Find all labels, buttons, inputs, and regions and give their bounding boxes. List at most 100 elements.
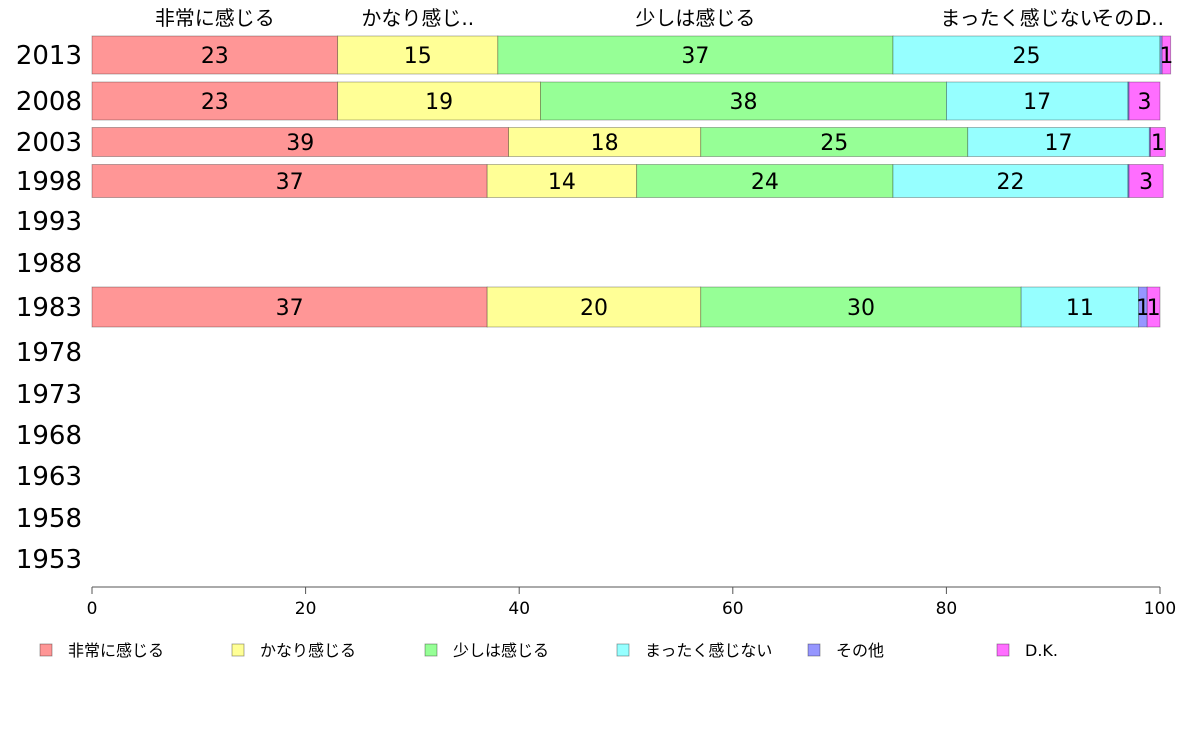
bar-segment — [1020, 286, 1140, 328]
legend-swatch — [39, 643, 53, 657]
y-tick-label: 1963 — [16, 462, 82, 492]
legend-item: 非常に感じる — [39, 641, 164, 660]
bar-segment — [508, 127, 702, 157]
data-label: 15 — [404, 44, 432, 69]
x-tick-label: 20 — [295, 599, 317, 619]
data-label: 25 — [1013, 44, 1041, 69]
top-category-label: 少しは感じる — [635, 6, 755, 30]
x-tick-label: 80 — [936, 599, 958, 619]
bar-segment — [946, 81, 1129, 121]
bar-segment — [91, 35, 339, 75]
data-label: 3 — [1138, 90, 1152, 115]
bar-segment — [700, 127, 969, 157]
data-label: 38 — [729, 90, 757, 115]
bar-segment — [497, 35, 894, 75]
bar-row: 23 19 38 17 3 — [91, 81, 1161, 121]
data-label: 11 — [1066, 296, 1094, 321]
y-tick-label: 1988 — [16, 249, 82, 279]
y-tick-label: 1953 — [16, 545, 82, 575]
legend-label: かなり感じる — [260, 641, 356, 660]
data-label: 37 — [681, 44, 709, 69]
top-category-label: まったく感じない — [940, 6, 1099, 30]
legend-item: D.K. — [996, 641, 1058, 660]
legend-swatch — [996, 643, 1010, 657]
data-label: 25 — [820, 131, 848, 156]
y-tick-label: 1978 — [16, 338, 82, 368]
bar-segment — [967, 127, 1150, 157]
legend-label: D.K. — [1025, 641, 1058, 660]
legend-label: その他 — [836, 641, 884, 660]
data-label: 18 — [591, 131, 619, 156]
bar-segment — [337, 81, 541, 121]
bar-segment — [892, 35, 1161, 75]
x-tick-label: 40 — [508, 599, 530, 619]
bar-segment — [1128, 164, 1164, 198]
bar-segment — [91, 286, 488, 328]
data-label: 39 — [286, 131, 314, 156]
data-label: 37 — [276, 296, 304, 321]
data-label: 23 — [201, 44, 229, 69]
y-tick-label: 1983 — [16, 293, 82, 323]
legend-label: 非常に感じる — [68, 641, 164, 660]
bar-segment — [636, 164, 894, 198]
bar-segment — [91, 81, 339, 121]
bar-segment — [540, 81, 947, 121]
bar-segment — [1146, 286, 1161, 328]
legend-item: その他 — [807, 641, 884, 660]
legend-swatch — [231, 643, 245, 657]
bar-segment — [1161, 35, 1172, 75]
top-category-label: 非常に感じる — [155, 6, 275, 30]
bar-segment — [337, 35, 499, 75]
bar-row: 37 20 30 11 11 — [91, 286, 1161, 328]
data-label: 22 — [996, 170, 1024, 195]
x-tick-label: 100 — [1144, 599, 1176, 619]
data-label: 1 — [1159, 44, 1173, 69]
y-tick-label: 1993 — [16, 207, 82, 237]
legend-label: まったく感じない — [645, 641, 772, 660]
bars: 23 15 37 25 1 23 19 38 17 3 39 18 25 17 1 37 14 24 22 3 37 20… — [91, 35, 1173, 328]
data-label: 19 — [425, 90, 453, 115]
legend-item: かなり感じる — [231, 641, 356, 660]
legend-swatch — [616, 643, 630, 657]
data-label: 37 — [276, 170, 304, 195]
legend-swatch — [807, 643, 821, 657]
top-category-label: D.. — [1136, 6, 1164, 30]
x-tick-label: 60 — [722, 599, 744, 619]
data-label: 3 — [1139, 170, 1153, 195]
data-label: 20 — [580, 296, 608, 321]
legend-item: まったく感じない — [616, 641, 772, 660]
data-label: 23 — [201, 90, 229, 115]
data-label: 24 — [751, 170, 779, 195]
bar-segment — [892, 164, 1129, 198]
y-tick-label: 2003 — [16, 128, 82, 158]
y-tick-label: 1998 — [16, 167, 82, 197]
y-tick-label: 2013 — [16, 41, 82, 71]
legend: 非常に感じる かなり感じる 少しは感じる まったく感じない その他 D.K. — [39, 641, 1058, 660]
legend-label: 少しは感じる — [453, 641, 549, 660]
y-tick-label: 2008 — [16, 87, 82, 117]
data-label: 17 — [1045, 131, 1073, 156]
data-label: 1 — [1151, 131, 1165, 156]
bar-row: 39 18 25 17 1 — [91, 127, 1166, 157]
y-axis-tick-labels: 2013 2008 2003 1998 1993 1988 1983 1978 1973 1968… — [16, 41, 82, 575]
bar-row: 37 14 24 22 3 — [91, 164, 1164, 198]
y-tick-label: 1958 — [16, 504, 82, 534]
bar-row: 23 15 37 25 1 — [91, 35, 1173, 75]
data-label: 14 — [548, 170, 576, 195]
top-category-label: その.. — [1094, 6, 1147, 30]
data-label: 1 — [1147, 296, 1161, 321]
data-label: 30 — [847, 296, 875, 321]
x-tick-label: 0 — [87, 599, 98, 619]
data-label: 17 — [1023, 90, 1051, 115]
bar-segment — [1128, 81, 1161, 121]
y-tick-label: 1973 — [16, 380, 82, 410]
data-label: 1 — [1136, 296, 1150, 321]
x-axis: 0 20 40 60 80 100 — [87, 586, 1176, 619]
bar-segment — [486, 286, 702, 328]
y-tick-label: 1968 — [16, 421, 82, 451]
bar-segment — [1149, 127, 1166, 157]
top-category-label: かなり感じ.. — [361, 6, 474, 30]
legend-swatch — [424, 643, 438, 657]
